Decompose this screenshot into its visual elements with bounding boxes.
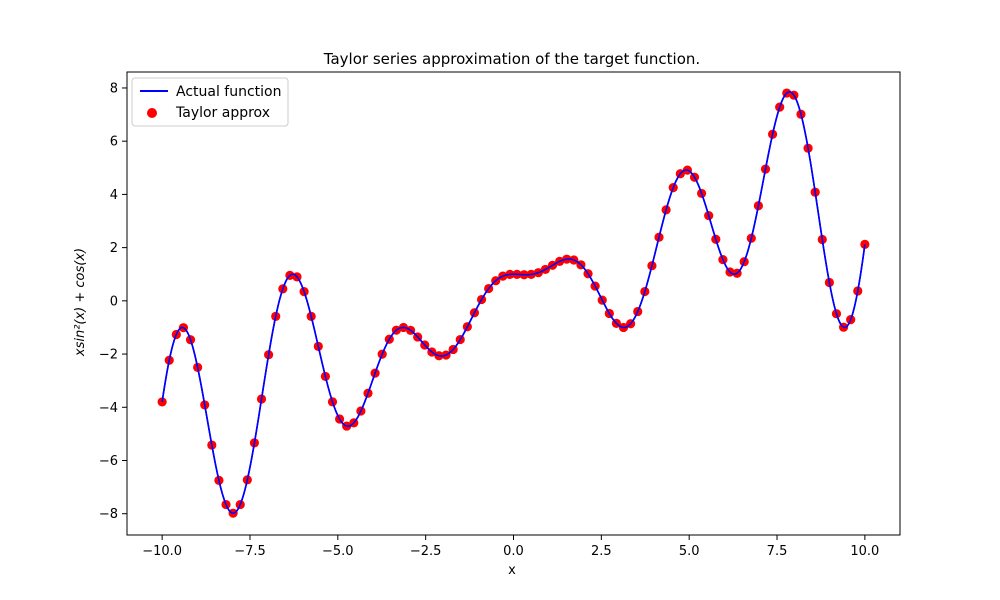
legend-label-taylor: Taylor approx xyxy=(175,105,270,121)
x-axis: −10.0 −7.5 −5.0 −2.5 0.0 2.5 5.0 7.5 10.0 xyxy=(142,535,879,559)
chart-title: Taylor series approximation of the targe… xyxy=(323,50,700,68)
legend-label-actual: Actual function xyxy=(176,84,282,100)
series-line-actual-function-overlay xyxy=(161,91,866,514)
x-tick-label: 2.5 xyxy=(591,544,612,559)
y-tick-label: 0 xyxy=(110,294,118,309)
legend: Actual function Taylor approx xyxy=(131,77,289,127)
x-tick-label: 5.0 xyxy=(679,544,700,559)
y-tick-label: −6 xyxy=(99,454,118,469)
x-tick-label: 7.5 xyxy=(767,544,788,559)
y-tick-label: −2 xyxy=(99,348,118,363)
plot-area xyxy=(126,71,901,536)
y-tick-label: −8 xyxy=(99,507,118,522)
plot-background xyxy=(127,72,900,535)
x-tick-label: −5.0 xyxy=(322,544,354,559)
y-tick-label: 4 xyxy=(110,188,118,203)
y-axis-label: xsin²(x) + cos(x) xyxy=(73,248,88,357)
legend-marker-swatch xyxy=(147,108,157,118)
y-axis: −8 −6 −4 −2 0 2 4 6 8 xyxy=(99,81,127,522)
x-tick-label: −7.5 xyxy=(234,544,266,559)
legend-box xyxy=(131,77,289,127)
x-axis-label: x xyxy=(508,563,516,578)
x-tick-label: 10.0 xyxy=(850,544,879,559)
x-tick-label: −2.5 xyxy=(410,544,442,559)
y-tick-label: 2 xyxy=(110,241,118,256)
y-axis-label-group: xsin²(x) + cos(x) xyxy=(73,248,88,357)
scatter-point xyxy=(157,397,167,407)
y-tick-label: 8 xyxy=(110,81,118,96)
y-tick-label: −4 xyxy=(99,401,118,416)
x-tick-label: −10.0 xyxy=(142,544,182,559)
x-tick-label: 0.0 xyxy=(503,544,524,559)
y-tick-label: 6 xyxy=(110,135,118,150)
